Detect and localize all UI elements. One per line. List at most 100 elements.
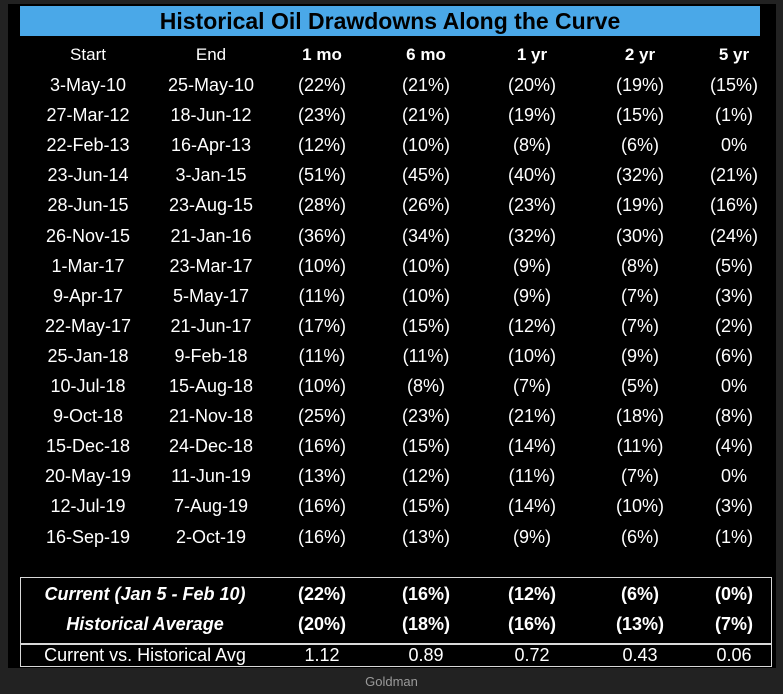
- header-end: End: [195, 45, 227, 64]
- drawdown-1mo-cell: (25%): [297, 406, 346, 427]
- drawdown-6mo-cell: (34%): [401, 225, 450, 246]
- drawdown-1yr-cell: (9%): [512, 285, 551, 306]
- start-date-cell: 10-Jul-18: [50, 376, 126, 396]
- drawdown-1yr-cell: (12%): [507, 315, 556, 336]
- drawdown-2yr-cell: (15%): [615, 105, 664, 126]
- table-row: 22-May-17 21-Jun-17 (17%) (15%) (12%) (7%) (2%…: [8, 311, 776, 341]
- drawdown-1mo-cell: (11%): [298, 285, 346, 306]
- summary-cell: (13%): [615, 614, 664, 634]
- drawdown-1yr-cell: (19%): [507, 105, 556, 126]
- header-2yr: 2 yr: [624, 45, 656, 64]
- start-date-cell: 12-Jul-19: [50, 496, 126, 517]
- drawdown-1mo-cell: (12%): [297, 135, 346, 156]
- end-date-cell: 3-Jan-15: [175, 165, 247, 186]
- drawdown-6mo-cell: (23%): [401, 406, 450, 427]
- drawdown-5yr-cell: (5%): [714, 255, 753, 276]
- drawdown-5yr-cell: 0%: [720, 466, 747, 487]
- drawdown-2yr-cell: (11%): [616, 436, 664, 457]
- drawdown-1mo-cell: (28%): [297, 195, 346, 216]
- drawdown-6mo-cell: (12%): [401, 466, 450, 487]
- summary-label: Current (Jan 5 - Feb 10): [44, 584, 246, 604]
- drawdown-1mo-cell: (36%): [297, 225, 346, 246]
- end-date-cell: 25-May-10: [167, 75, 255, 95]
- start-date-cell: 3-May-10: [49, 75, 127, 95]
- end-date-cell: 23-Mar-17: [169, 255, 253, 276]
- table-row: 10-Jul-18 15-Aug-18 (10%) (8%) (7%) (5%) 0%: [8, 371, 776, 401]
- drawdown-6mo-cell: (15%): [401, 315, 450, 336]
- drawdown-6mo-cell: (26%): [401, 195, 450, 216]
- drawdown-2yr-cell: (32%): [615, 165, 664, 186]
- drawdown-5yr-cell: (4%): [714, 436, 753, 457]
- drawdown-2yr-cell: (8%): [620, 255, 659, 276]
- drawdown-1mo-cell: (10%): [297, 376, 346, 396]
- drawdown-2yr-cell: (30%): [615, 225, 664, 246]
- summary-label: Current vs. Historical Avg: [44, 645, 246, 665]
- drawdown-5yr-cell: (24%): [709, 225, 758, 246]
- drawdown-1yr-cell: (9%): [512, 526, 551, 547]
- drawdown-1yr-cell: (14%): [507, 496, 556, 517]
- drawdown-2yr-cell: (19%): [615, 195, 664, 216]
- start-date-cell: 28-Jun-15: [47, 195, 129, 216]
- table-row: 20-May-19 11-Jun-19 (13%) (12%) (11%) (7%) 0%: [8, 461, 776, 491]
- end-date-cell: 21-Nov-18: [168, 406, 254, 427]
- table-row: 27-Mar-12 18-Jun-12 (23%) (21%) (19%) (15%) (1…: [8, 100, 776, 130]
- drawdown-1yr-cell: (14%): [507, 436, 556, 457]
- header-5yr: 5 yr: [718, 45, 750, 64]
- source-caption: Goldman: [365, 674, 418, 689]
- start-date-cell: 1-Mar-17: [51, 255, 125, 276]
- drawdown-5yr-cell: (15%): [709, 75, 758, 95]
- summary-row-current: Current (Jan 5 - Feb 10) (22%) (16%) (12…: [8, 579, 776, 609]
- table-row: 1-Mar-17 23-Mar-17 (10%) (10%) (9%) (8%) (5%): [8, 251, 776, 281]
- drawdown-1yr-cell: (10%): [507, 345, 556, 366]
- drawdown-1mo-cell: (11%): [298, 345, 346, 366]
- start-date-cell: 22-Feb-13: [46, 135, 130, 156]
- drawdown-1yr-cell: (8%): [512, 135, 551, 156]
- drawdown-6mo-cell: (10%): [401, 135, 450, 156]
- end-date-cell: 9-Feb-18: [174, 345, 248, 366]
- drawdown-2yr-cell: (18%): [615, 406, 664, 427]
- drawdown-1mo-cell: (13%): [297, 466, 346, 487]
- header-1mo: 1 mo: [302, 45, 342, 64]
- start-date-cell: 20-May-19: [44, 466, 132, 487]
- drawdown-1yr-cell: (9%): [512, 255, 551, 276]
- start-date-cell: 23-Jun-14: [47, 165, 129, 186]
- drawdown-6mo-cell: (15%): [401, 496, 450, 517]
- start-date-cell: 27-Mar-12: [46, 105, 130, 126]
- drawdown-5yr-cell: 0%: [720, 135, 747, 156]
- drawdown-6mo-cell: (15%): [401, 436, 450, 457]
- table-row: 9-Oct-18 21-Nov-18 (25%) (23%) (21%) (18%) (8%…: [8, 401, 776, 431]
- drawdown-1mo-cell: (16%): [297, 496, 346, 517]
- table-row: 28-Jun-15 23-Aug-15 (28%) (26%) (23%) (19%) (1…: [8, 190, 776, 220]
- drawdown-6mo-cell: (45%): [401, 165, 450, 186]
- drawdown-2yr-cell: (9%): [620, 345, 659, 366]
- drawdown-1mo-cell: (51%): [297, 165, 346, 186]
- drawdown-5yr-cell: (6%): [714, 345, 753, 366]
- drawdown-2yr-cell: (7%): [620, 466, 659, 487]
- drawdown-2yr-cell: (7%): [620, 315, 659, 336]
- end-date-cell: 24-Dec-18: [168, 436, 254, 457]
- drawdown-2yr-cell: (7%): [620, 285, 659, 306]
- summary-row-average: Historical Average (20%) (18%) (16%) (13…: [8, 609, 776, 639]
- drawdown-5yr-cell: (2%): [714, 315, 753, 336]
- start-date-cell: 25-Jan-18: [47, 345, 129, 366]
- drawdown-1yr-cell: (7%): [512, 376, 551, 396]
- drawdown-1yr-cell: (32%): [507, 225, 556, 246]
- start-date-cell: 26-Nov-15: [45, 225, 131, 246]
- drawdown-1mo-cell: (10%): [297, 255, 346, 276]
- summary-cell: 0.43: [622, 645, 658, 665]
- start-date-cell: 9-Apr-17: [52, 285, 124, 306]
- summary-row-ratio: Current vs. Historical Avg 1.12 0.89 0.7…: [8, 640, 776, 670]
- summary-cell: 0.89: [408, 645, 444, 665]
- drawdown-1mo-cell: (23%): [297, 105, 346, 126]
- drawdown-1yr-cell: (11%): [508, 466, 556, 487]
- drawdown-5yr-cell: (3%): [714, 496, 753, 517]
- summary-cell: (16%): [401, 584, 450, 604]
- header-start: Start: [70, 45, 106, 64]
- table-row: 16-Sep-19 2-Oct-19 (16%) (13%) (9%) (6%) (1%): [8, 522, 776, 552]
- header-6mo: 6 mo: [406, 45, 446, 64]
- drawdown-2yr-cell: (19%): [615, 75, 664, 95]
- drawdown-2yr-cell: (10%): [615, 496, 664, 517]
- summary-label: Historical Average: [66, 614, 224, 634]
- end-date-cell: 21-Jun-17: [170, 315, 252, 336]
- end-date-cell: 5-May-17: [172, 285, 250, 306]
